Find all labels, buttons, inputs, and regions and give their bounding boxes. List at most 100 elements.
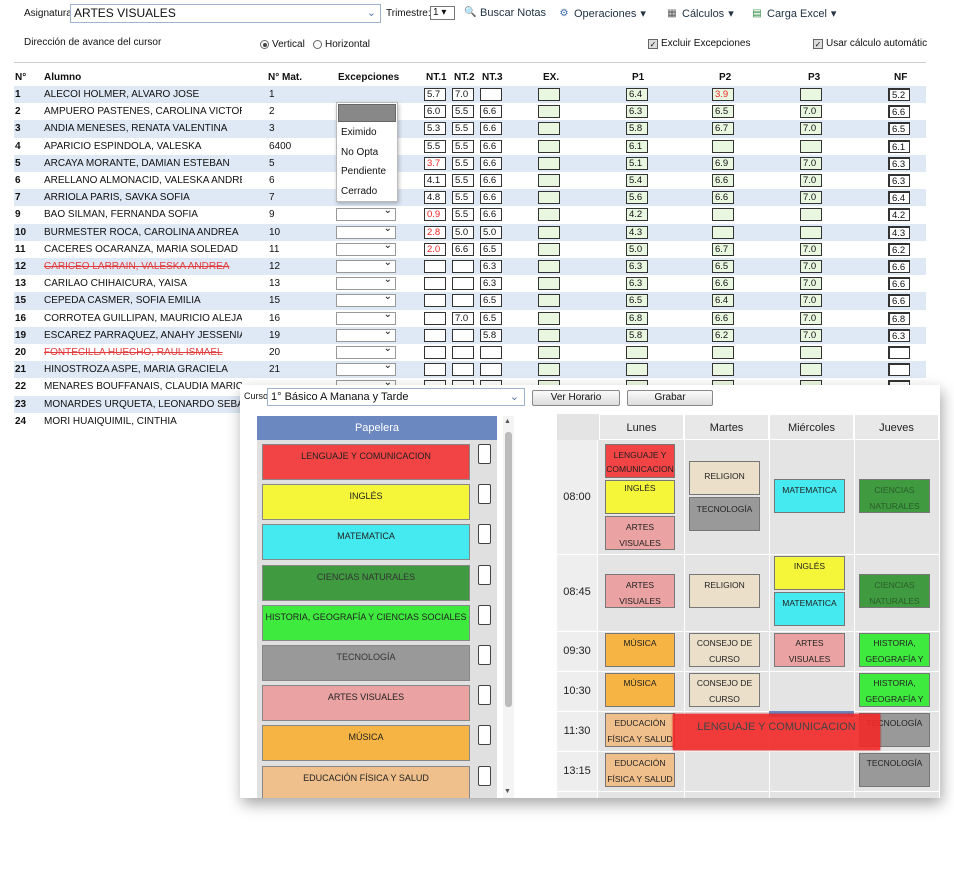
- nt1-input[interactable]: [424, 294, 446, 308]
- p3-input[interactable]: 7.0: [800, 191, 822, 205]
- p1-input[interactable]: 5.0: [626, 242, 648, 256]
- nt2-input[interactable]: [452, 363, 474, 377]
- p3-input[interactable]: 7.0: [800, 277, 822, 291]
- ex-input[interactable]: [538, 191, 560, 205]
- palette-item-checkbox[interactable]: [478, 645, 491, 665]
- block-musica[interactable]: MÚSICA: [605, 673, 675, 707]
- block-historia[interactable]: HISTORIA, GEOGRAFÍA Y: [859, 673, 930, 707]
- nt2-input[interactable]: [452, 260, 474, 273]
- palette-item[interactable]: HISTORIA, GEOGRAFÍA Y CIENCIAS SOCIALES: [262, 604, 470, 641]
- palette-item[interactable]: MATEMATICA: [262, 524, 470, 561]
- block-consejo[interactable]: CONSEJO DE CURSO: [689, 673, 760, 707]
- scroll-up-icon[interactable]: ▲: [504, 418, 511, 425]
- nt1-input[interactable]: 4.8: [424, 191, 446, 205]
- ex-input[interactable]: [538, 105, 560, 119]
- palette-item-checkbox[interactable]: [478, 765, 491, 786]
- block-edfisica[interactable]: EDUCACIÓN FÍSICA Y SALUD: [605, 753, 675, 787]
- ex-input[interactable]: [538, 88, 560, 101]
- dropdown-blank-option[interactable]: [338, 104, 396, 122]
- p1-input[interactable]: 6.8: [626, 311, 648, 325]
- p1-input[interactable]: 4.3: [626, 225, 648, 239]
- nt3-input[interactable]: 6.6: [480, 105, 502, 119]
- scrollbar-thumb[interactable]: [505, 432, 512, 707]
- nt1-input[interactable]: [424, 311, 446, 325]
- p3-input[interactable]: [800, 139, 822, 153]
- ex-input[interactable]: [538, 174, 560, 187]
- nt3-input[interactable]: 6.5: [480, 311, 502, 325]
- p2-input[interactable]: [712, 139, 734, 153]
- excepciones-select[interactable]: [336, 360, 396, 377]
- ex-input[interactable]: [538, 277, 560, 291]
- nt2-input[interactable]: 7.0: [452, 88, 474, 101]
- nt1-input[interactable]: 5.7: [424, 88, 446, 101]
- p3-input[interactable]: 7.0: [800, 105, 822, 119]
- excepciones-select[interactable]: [336, 205, 396, 222]
- palette-item[interactable]: ARTES VISUALES: [262, 685, 470, 722]
- nt3-input[interactable]: 6.6: [480, 139, 502, 153]
- p3-input[interactable]: 7.0: [800, 260, 822, 273]
- block-artes[interactable]: ARTES VISUALES: [605, 574, 675, 608]
- nt1-input[interactable]: [424, 277, 446, 291]
- nt3-input[interactable]: [480, 346, 502, 359]
- p1-input[interactable]: [626, 363, 648, 377]
- block-tecnologia[interactable]: TECNOLOGÍA: [689, 497, 760, 531]
- ex-input[interactable]: [538, 208, 560, 222]
- palette-item[interactable]: MÚSICA: [262, 725, 470, 762]
- block-edfisica[interactable]: EDUCACIÓN FÍSICA Y SALUD: [605, 713, 675, 747]
- nt1-input[interactable]: 2.0: [424, 242, 446, 256]
- p3-input[interactable]: 7.0: [800, 156, 822, 170]
- p2-input[interactable]: 6.7: [712, 242, 734, 256]
- nt3-input[interactable]: 5.8: [480, 328, 502, 342]
- ex-input[interactable]: [538, 328, 560, 342]
- nt2-input[interactable]: 5.5: [452, 139, 474, 153]
- excepciones-select[interactable]: [336, 257, 396, 273]
- nt2-input[interactable]: 6.6: [452, 242, 474, 256]
- block-ciencias[interactable]: CIENCIAS NATURALES: [859, 479, 930, 513]
- nt1-input[interactable]: [424, 328, 446, 342]
- usar-checkbox[interactable]: ✓ Usar cálculo automátic: [813, 38, 927, 49]
- p1-input[interactable]: 6.5: [626, 294, 648, 308]
- p1-input[interactable]: 4.2: [626, 208, 648, 222]
- p3-input[interactable]: 7.0: [800, 294, 822, 308]
- block-artes[interactable]: ARTES VISUALES: [774, 633, 845, 667]
- p2-input[interactable]: 6.5: [712, 105, 734, 119]
- nt1-input[interactable]: 3.7: [424, 156, 446, 170]
- p1-input[interactable]: 6.3: [626, 260, 648, 273]
- p3-input[interactable]: 7.0: [800, 174, 822, 187]
- nt2-input[interactable]: [452, 294, 474, 308]
- p1-input[interactable]: 6.3: [626, 277, 648, 291]
- block-matematica[interactable]: MATEMATICA: [774, 479, 845, 513]
- block-matematica[interactable]: MATEMATICA: [774, 592, 845, 626]
- p2-input[interactable]: 6.6: [712, 174, 734, 187]
- nt1-input[interactable]: [424, 363, 446, 377]
- option-cerrado[interactable]: Cerrado: [341, 185, 378, 197]
- palette-scrollbar[interactable]: ▲ ▼: [503, 416, 514, 798]
- option-no-opta[interactable]: No Opta: [341, 146, 379, 158]
- ex-input[interactable]: [538, 156, 560, 170]
- excepciones-select[interactable]: [336, 223, 396, 239]
- nt1-input[interactable]: 5.3: [424, 122, 446, 136]
- palette-item-checkbox[interactable]: [478, 564, 491, 585]
- p1-input[interactable]: 5.1: [626, 156, 648, 170]
- scroll-down-icon[interactable]: ▼: [504, 788, 511, 795]
- palette-item-checkbox[interactable]: [478, 524, 491, 545]
- palette-item[interactable]: EDUCACIÓN FÍSICA Y SALUD: [262, 765, 470, 798]
- p1-input[interactable]: 6.4: [626, 88, 648, 101]
- p1-input[interactable]: 5.8: [626, 328, 648, 342]
- calculos-menu[interactable]: ▦ Cálculos ▾: [666, 7, 733, 21]
- palette-item-checkbox[interactable]: [478, 725, 491, 746]
- block-ingles[interactable]: INGLÉS: [774, 556, 845, 590]
- block-consejo[interactable]: CONSEJO DE CURSO: [689, 633, 760, 667]
- p2-input[interactable]: 6.6: [712, 191, 734, 205]
- nt3-input[interactable]: 6.6: [480, 191, 502, 205]
- p2-input[interactable]: [712, 208, 734, 222]
- nt1-input[interactable]: 0.9: [424, 208, 446, 222]
- p3-input[interactable]: 7.0: [800, 242, 822, 256]
- option-eximido[interactable]: Eximido: [341, 127, 377, 138]
- excepciones-select[interactable]: [336, 343, 396, 359]
- nt3-input[interactable]: 6.6: [480, 174, 502, 187]
- nt3-input[interactable]: 6.6: [480, 122, 502, 136]
- palette-item[interactable]: LENGUAJE Y COMUNICACION: [262, 444, 470, 480]
- block-religion[interactable]: RELIGION: [689, 574, 760, 608]
- excepciones-select[interactable]: [336, 274, 396, 291]
